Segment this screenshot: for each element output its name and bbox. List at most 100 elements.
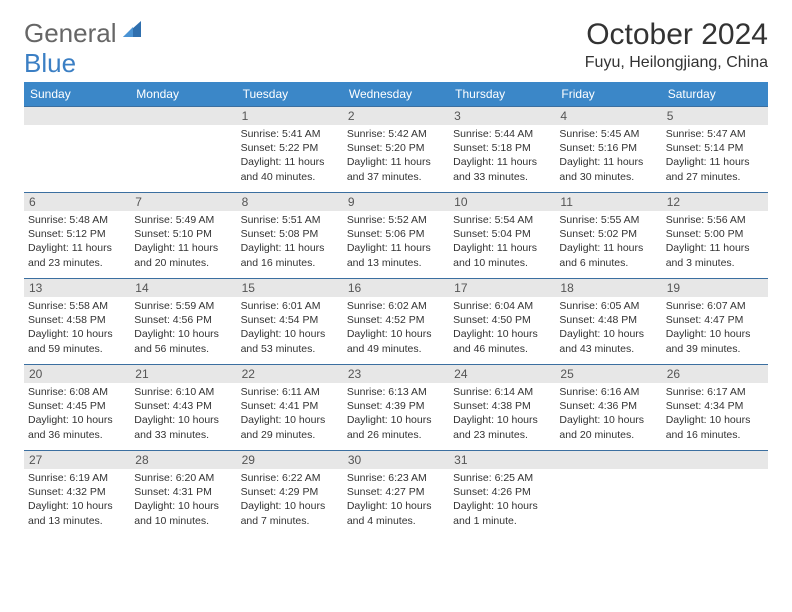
daylight-line: Daylight: 11 hours and 13 minutes. [347,241,445,269]
empty-cell [24,106,130,192]
daylight-line: Daylight: 10 hours and 4 minutes. [347,499,445,527]
sunset-line: Sunset: 4:38 PM [453,399,551,413]
sunrise-line: Sunrise: 6:08 AM [28,385,126,399]
sunset-line: Sunset: 5:10 PM [134,227,232,241]
day-number [662,451,768,469]
sunset-line: Sunset: 5:12 PM [28,227,126,241]
sunset-line: Sunset: 4:54 PM [241,313,339,327]
daylight-line: Daylight: 10 hours and 23 minutes. [453,413,551,441]
day-number: 26 [662,365,768,383]
sunset-line: Sunset: 5:16 PM [559,141,657,155]
sunset-line: Sunset: 4:32 PM [28,485,126,499]
daylight-line: Daylight: 11 hours and 20 minutes. [134,241,232,269]
day-cell: 13Sunrise: 5:58 AMSunset: 4:58 PMDayligh… [24,278,130,364]
sunrise-line: Sunrise: 5:51 AM [241,213,339,227]
empty-cell [662,450,768,536]
sunset-line: Sunset: 5:22 PM [241,141,339,155]
sunset-line: Sunset: 4:26 PM [453,485,551,499]
sunset-line: Sunset: 5:14 PM [666,141,764,155]
daylight-line: Daylight: 10 hours and 7 minutes. [241,499,339,527]
day-cell: 16Sunrise: 6:02 AMSunset: 4:52 PMDayligh… [343,278,449,364]
day-number: 17 [449,279,555,297]
day-cell: 31Sunrise: 6:25 AMSunset: 4:26 PMDayligh… [449,450,555,536]
daylight-line: Daylight: 10 hours and 46 minutes. [453,327,551,355]
day-number: 4 [555,107,661,125]
header: General October 2024 Fuyu, Heilongjiang,… [24,18,768,72]
sunset-line: Sunset: 4:45 PM [28,399,126,413]
day-number: 12 [662,193,768,211]
location: Fuyu, Heilongjiang, China [585,54,768,72]
sunset-line: Sunset: 4:52 PM [347,313,445,327]
day-cell: 3Sunrise: 5:44 AMSunset: 5:18 PMDaylight… [449,106,555,192]
sunset-line: Sunset: 5:04 PM [453,227,551,241]
empty-cell [555,450,661,536]
sunrise-line: Sunrise: 5:47 AM [666,127,764,141]
day-number: 9 [343,193,449,211]
day-number: 15 [237,279,343,297]
day-number: 1 [237,107,343,125]
sunrise-line: Sunrise: 6:16 AM [559,385,657,399]
daylight-line: Daylight: 10 hours and 13 minutes. [28,499,126,527]
day-number: 6 [24,193,130,211]
day-cell: 24Sunrise: 6:14 AMSunset: 4:38 PMDayligh… [449,364,555,450]
day-cell: 19Sunrise: 6:07 AMSunset: 4:47 PMDayligh… [662,278,768,364]
daylight-line: Daylight: 11 hours and 6 minutes. [559,241,657,269]
sunset-line: Sunset: 5:08 PM [241,227,339,241]
daylight-line: Daylight: 11 hours and 37 minutes. [347,155,445,183]
sunrise-line: Sunrise: 5:42 AM [347,127,445,141]
sunrise-line: Sunrise: 6:25 AM [453,471,551,485]
day-number [24,107,130,125]
day-cell: 23Sunrise: 6:13 AMSunset: 4:39 PMDayligh… [343,364,449,450]
sunset-line: Sunset: 4:58 PM [28,313,126,327]
day-number: 16 [343,279,449,297]
sunset-line: Sunset: 5:06 PM [347,227,445,241]
sunrise-line: Sunrise: 6:02 AM [347,299,445,313]
day-cell: 6Sunrise: 5:48 AMSunset: 5:12 PMDaylight… [24,192,130,278]
day-header: Sunday [24,82,130,106]
day-number: 8 [237,193,343,211]
sunrise-line: Sunrise: 5:45 AM [559,127,657,141]
day-cell: 18Sunrise: 6:05 AMSunset: 4:48 PMDayligh… [555,278,661,364]
day-cell: 15Sunrise: 6:01 AMSunset: 4:54 PMDayligh… [237,278,343,364]
sunset-line: Sunset: 4:43 PM [134,399,232,413]
sunset-line: Sunset: 4:29 PM [241,485,339,499]
sunrise-line: Sunrise: 6:10 AM [134,385,232,399]
daylight-line: Daylight: 10 hours and 56 minutes. [134,327,232,355]
day-header: Monday [130,82,236,106]
day-number: 21 [130,365,236,383]
day-number: 19 [662,279,768,297]
day-cell: 28Sunrise: 6:20 AMSunset: 4:31 PMDayligh… [130,450,236,536]
title-block: October 2024 Fuyu, Heilongjiang, China [585,18,768,72]
day-cell: 7Sunrise: 5:49 AMSunset: 5:10 PMDaylight… [130,192,236,278]
daylight-line: Daylight: 10 hours and 26 minutes. [347,413,445,441]
sunset-line: Sunset: 4:50 PM [453,313,551,327]
sunrise-line: Sunrise: 6:05 AM [559,299,657,313]
daylight-line: Daylight: 11 hours and 16 minutes. [241,241,339,269]
day-number [130,107,236,125]
daylight-line: Daylight: 11 hours and 40 minutes. [241,155,339,183]
day-number: 29 [237,451,343,469]
sunrise-line: Sunrise: 5:52 AM [347,213,445,227]
day-number: 23 [343,365,449,383]
day-header: Friday [555,82,661,106]
sunrise-line: Sunrise: 5:44 AM [453,127,551,141]
sunrise-line: Sunrise: 5:56 AM [666,213,764,227]
sunset-line: Sunset: 4:47 PM [666,313,764,327]
sunrise-line: Sunrise: 5:49 AM [134,213,232,227]
day-cell: 8 Sunrise: 5:51 AMSunset: 5:08 PMDaylight… [237,192,343,278]
day-number: 2 [343,107,449,125]
day-header: Wednesday [343,82,449,106]
day-cell: 17Sunrise: 6:04 AMSunset: 4:50 PMDayligh… [449,278,555,364]
day-number: 20 [24,365,130,383]
day-cell: 20Sunrise: 6:08 AMSunset: 4:45 PMDayligh… [24,364,130,450]
sunrise-line: Sunrise: 6:13 AM [347,385,445,399]
daylight-line: Daylight: 11 hours and 33 minutes. [453,155,551,183]
logo-text-1: General [24,18,117,49]
day-cell: 10Sunrise: 5:54 AMSunset: 5:04 PMDayligh… [449,192,555,278]
daylight-line: Daylight: 10 hours and 43 minutes. [559,327,657,355]
logo: General [24,18,143,49]
sunset-line: Sunset: 5:18 PM [453,141,551,155]
day-number: 24 [449,365,555,383]
sunset-line: Sunset: 4:31 PM [134,485,232,499]
day-cell: 12Sunrise: 5:56 AMSunset: 5:00 PMDayligh… [662,192,768,278]
